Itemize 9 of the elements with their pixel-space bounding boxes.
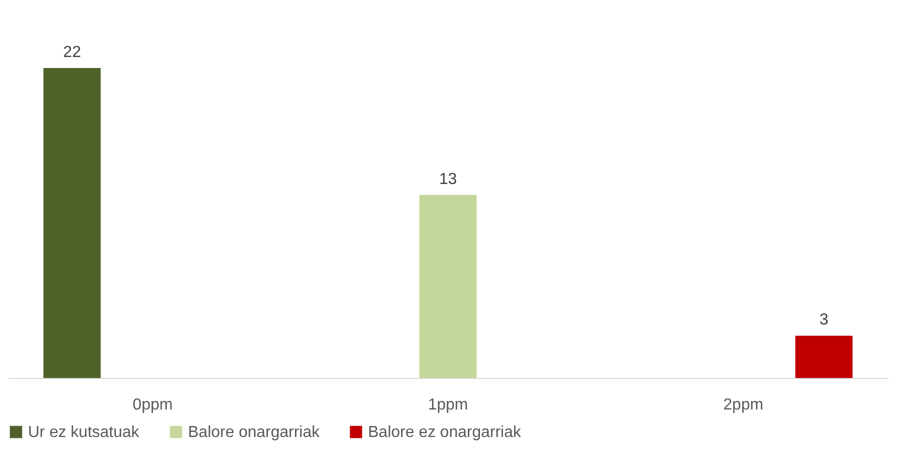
x-tick-label: 0ppm <box>132 396 173 414</box>
data-label: 3 <box>819 312 828 329</box>
data-label: 22 <box>63 44 82 61</box>
data-label: 13 <box>439 170 457 188</box>
legend-label: Balore onargarriak <box>188 424 321 441</box>
legend-label: Balore ez onargarriak <box>368 424 522 441</box>
legend-label: Ur ez kutsatuak <box>28 424 140 441</box>
x-tick-label: 2ppm <box>723 396 764 414</box>
x-tick-label: 1ppm <box>428 396 468 414</box>
